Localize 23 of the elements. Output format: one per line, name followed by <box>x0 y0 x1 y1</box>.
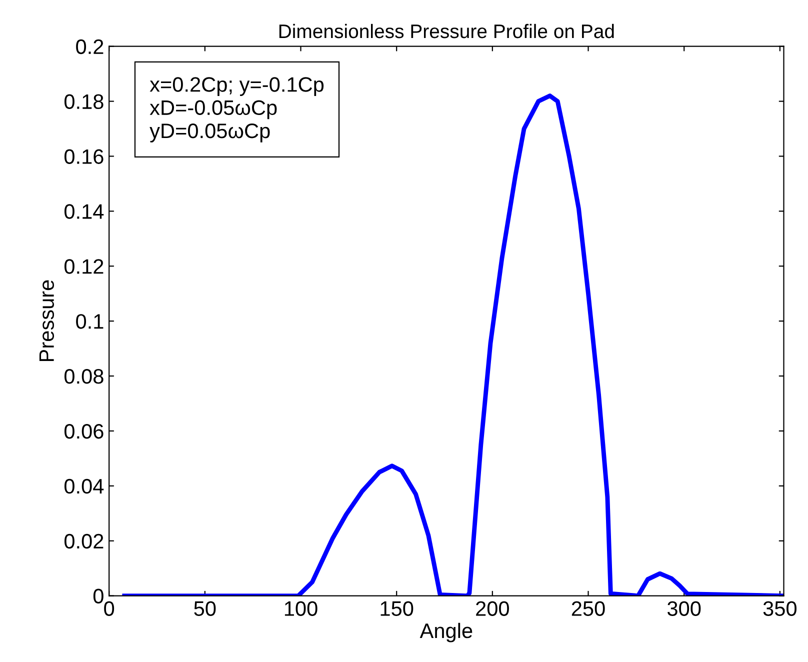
y-tick-label: 0.14 <box>64 204 104 219</box>
x-tick-label: 100 <box>284 601 318 616</box>
y-tick-label: 0 <box>93 588 104 604</box>
x-tick-label: 350 <box>763 601 796 616</box>
y-tick-label: 0.16 <box>64 149 104 164</box>
x-tick-label: 300 <box>668 601 701 616</box>
y-tick-label: 0.2 <box>76 39 104 54</box>
y-axis-title: Pressure <box>39 280 54 362</box>
x-tick-label: 50 <box>194 601 216 616</box>
x-tick-label: 0 <box>104 601 114 616</box>
y-tick-label: 0.08 <box>64 369 104 384</box>
annotation: x=0.2Cp; y=-0.1Cp xD=-0.05ωCp yD=0.05ωCp <box>150 77 324 142</box>
y-tick-label: 0.06 <box>64 424 104 439</box>
y-tick-label: 0.04 <box>64 478 104 494</box>
chart-title: Dimensionless Pressure Profile on Pad <box>279 24 614 38</box>
y-tick-label: 0.02 <box>64 534 104 549</box>
y-tick-label: 0.12 <box>64 259 104 274</box>
x-tick-label: 150 <box>380 601 414 616</box>
x-tick-label: 250 <box>572 601 605 616</box>
y-tick-label: 0.1 <box>76 314 104 329</box>
x-tick-label: 200 <box>476 601 509 616</box>
y-tick-label: 0.18 <box>64 94 104 110</box>
x-axis-title: Angle <box>420 622 472 642</box>
